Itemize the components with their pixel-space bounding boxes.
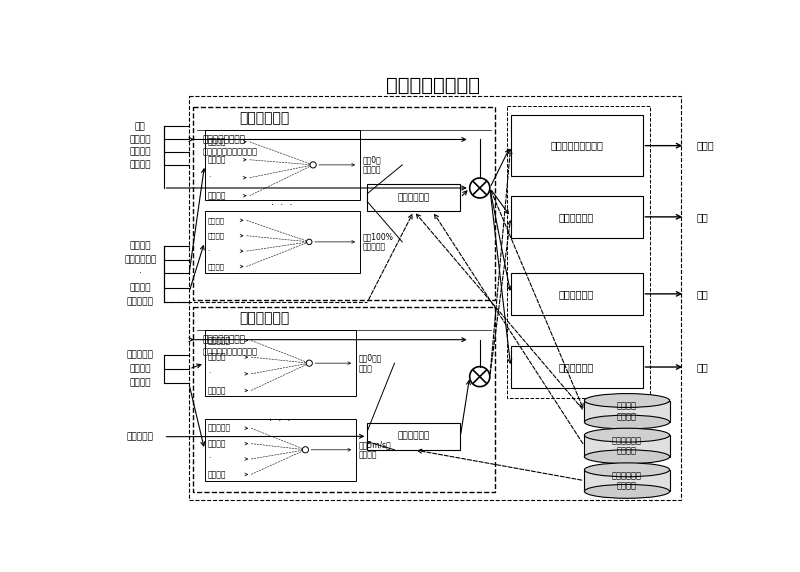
Text: 摩擦系数变异向量机模型: 摩擦系数变异向量机模型 — [202, 348, 258, 356]
Circle shape — [306, 239, 312, 245]
Text: 润滑介质: 润滑介质 — [208, 386, 226, 395]
Bar — [205, 211, 360, 273]
Text: 力矩: 力矩 — [697, 289, 709, 299]
Text: 润滑介质: 润滑介质 — [130, 364, 151, 374]
Text: 变形抗力仿值
学习数据: 变形抗力仿值 学习数据 — [612, 436, 642, 456]
Text: 累积变形率: 累积变形率 — [127, 297, 154, 307]
Text: 轧制力: 轧制力 — [697, 141, 714, 150]
Text: 变形100%
时变形抗力: 变形100% 时变形抗力 — [362, 232, 394, 252]
Text: ·: · — [208, 370, 210, 378]
Text: 变形抗力解析模型: 变形抗力解析模型 — [202, 135, 246, 144]
Text: 润滑介质: 润滑介质 — [208, 470, 226, 479]
Bar — [205, 331, 356, 396]
Text: 轧制长度: 轧制长度 — [130, 378, 151, 387]
Text: 退火时间: 退火时间 — [130, 284, 151, 293]
Text: 辊缝计算模型: 辊缝计算模型 — [559, 212, 594, 222]
Text: 宽度: 宽度 — [135, 122, 146, 131]
Text: 板厚设定计算模型: 板厚设定计算模型 — [386, 76, 480, 95]
Text: 变形抗力模型: 变形抗力模型 — [239, 111, 290, 125]
Bar — [205, 419, 356, 480]
Bar — [510, 115, 642, 176]
Text: 速度0时摩
擦系数: 速度0时摩 擦系数 — [359, 353, 382, 373]
Bar — [584, 435, 670, 456]
Text: ·: · — [208, 173, 210, 182]
Text: 化学成分: 化学成分 — [130, 241, 151, 250]
Bar — [193, 107, 495, 300]
Text: ·: · — [139, 269, 142, 278]
Text: 轧制长度: 轧制长度 — [208, 352, 226, 362]
Ellipse shape — [584, 450, 670, 464]
Text: 元素含量: 元素含量 — [208, 191, 226, 200]
Text: ·: · — [208, 455, 210, 463]
Text: 轧制长度: 轧制长度 — [208, 439, 226, 448]
Bar — [507, 106, 650, 398]
Ellipse shape — [584, 428, 670, 442]
Text: 摩擦系数模型: 摩擦系数模型 — [239, 311, 290, 325]
Text: 退火时间: 退火时间 — [208, 217, 225, 224]
Text: 高斯插值计算: 高斯插值计算 — [398, 193, 430, 202]
Text: 高斯插值计算: 高斯插值计算 — [398, 432, 430, 441]
Bar — [510, 273, 642, 315]
Text: 功率: 功率 — [697, 362, 709, 372]
Text: 辊缝: 辊缝 — [697, 212, 709, 222]
Text: 变形抗力
曲线数据: 变形抗力 曲线数据 — [617, 402, 637, 421]
Text: ·  ·  ·: · · · — [270, 416, 291, 426]
Bar — [367, 423, 460, 450]
Text: 元素含量: 元素含量 — [208, 263, 225, 270]
Bar — [189, 96, 682, 500]
Ellipse shape — [584, 463, 670, 476]
Circle shape — [302, 447, 309, 453]
Text: 退火温度: 退火温度 — [208, 232, 225, 239]
Text: 变形0时
变形抗力: 变形0时 变形抗力 — [362, 155, 382, 174]
Text: 轧辊粗糙度: 轧辊粗糙度 — [208, 424, 231, 433]
Text: 力矩计算模型: 力矩计算模型 — [559, 289, 594, 299]
Bar — [510, 196, 642, 238]
Text: 摩擦系数解析模型: 摩擦系数解析模型 — [202, 335, 246, 344]
Bar — [584, 400, 670, 422]
Circle shape — [306, 360, 312, 366]
Text: 入口厚度: 入口厚度 — [130, 135, 151, 144]
Circle shape — [310, 162, 316, 168]
Text: 工作辊径: 工作辊径 — [130, 160, 151, 169]
Text: 热轧终轧温度: 热轧终轧温度 — [124, 255, 157, 264]
Text: ·  ·  ·: · · · — [271, 200, 293, 210]
Text: 退火时间: 退火时间 — [208, 137, 226, 146]
Ellipse shape — [584, 415, 670, 429]
Text: 轧制线速度: 轧制线速度 — [127, 432, 154, 441]
Bar — [205, 130, 360, 200]
Text: 退火温度: 退火温度 — [208, 155, 226, 164]
Bar — [510, 346, 642, 388]
Text: 功率计算模型: 功率计算模型 — [559, 362, 594, 372]
Text: 出门厚度: 出门厚度 — [130, 148, 151, 156]
Text: 变形抗力变异向量机模型: 变形抗力变异向量机模型 — [202, 148, 258, 156]
Text: 轧制力解析计算模型: 轧制力解析计算模型 — [550, 141, 603, 150]
Bar — [193, 307, 495, 492]
Text: 轧辊粗糙度: 轧辊粗糙度 — [127, 351, 154, 360]
Text: 摩擦系数仿值
学习数据: 摩擦系数仿值 学习数据 — [612, 471, 642, 490]
Text: 轧辊粗糙度: 轧辊粗糙度 — [208, 336, 231, 345]
Bar — [584, 470, 670, 491]
Bar — [367, 184, 460, 211]
Text: 速度5m/s时
摩擦系数: 速度5m/s时 摩擦系数 — [359, 440, 392, 459]
Text: ·: · — [208, 248, 210, 254]
Ellipse shape — [584, 394, 670, 407]
Ellipse shape — [584, 484, 670, 498]
